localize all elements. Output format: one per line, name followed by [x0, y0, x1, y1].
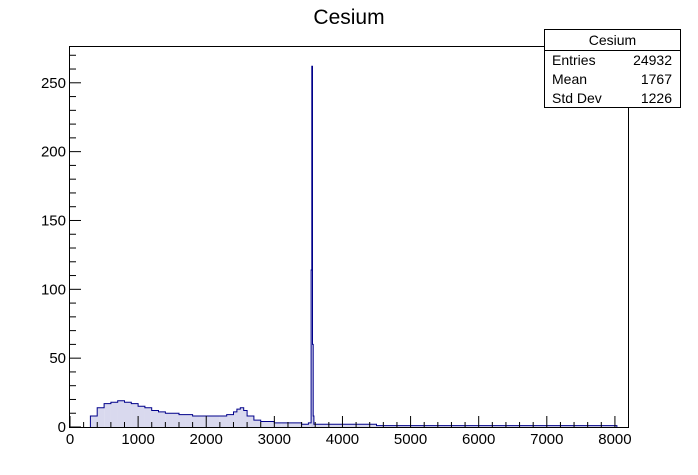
x-tick-label: 8000 — [598, 431, 631, 448]
y-tick-label: 0 — [58, 419, 66, 436]
histogram-bin — [478, 425, 513, 427]
histogram-bin — [444, 425, 479, 427]
stats-label: Entries — [552, 52, 596, 68]
histogram-bin — [311, 270, 313, 427]
plot-frame — [69, 46, 629, 428]
histogram-bin — [138, 406, 145, 427]
histogram-bin — [580, 425, 615, 427]
histogram-bin — [313, 416, 315, 427]
histogram-bin — [315, 424, 322, 427]
histogram-bin — [219, 416, 227, 427]
histogram-bin — [322, 424, 329, 427]
stats-row-stddev: Std Dev 1226 — [545, 89, 680, 108]
histogram-bin — [206, 416, 213, 427]
histogram-bin — [376, 425, 411, 427]
stats-box: Cesium Entries 24932 Mean 1767 Std Dev 1… — [544, 29, 681, 108]
histogram-bin — [253, 420, 261, 427]
histogram-bin — [213, 416, 220, 427]
stats-row-mean: Mean 1767 — [545, 70, 680, 89]
stats-value: 1767 — [640, 71, 672, 87]
histogram-bin — [335, 424, 343, 427]
x-tick-label: 3000 — [258, 431, 291, 448]
histogram-bin — [144, 407, 152, 427]
histogram-bin — [185, 414, 193, 427]
histogram-bin — [288, 422, 295, 427]
histogram-bin — [124, 402, 132, 427]
stats-value: 1226 — [640, 90, 672, 106]
histogram-bin — [294, 422, 302, 427]
x-tick-label: 7000 — [530, 431, 563, 448]
histogram-bin — [97, 407, 104, 427]
stats-row-entries: Entries 24932 — [545, 51, 680, 70]
x-tick-label: 1000 — [121, 431, 154, 448]
y-tick-label: 250 — [41, 75, 66, 92]
histogram-bin — [172, 413, 179, 427]
y-axis-ticks: 0 50 100 150 200 250 — [41, 54, 81, 436]
histogram-bin — [131, 403, 139, 427]
y-tick-label: 150 — [41, 212, 66, 229]
x-tick-label: 0 — [66, 431, 74, 448]
stats-label: Mean — [552, 71, 588, 87]
histogram-bin — [158, 411, 166, 427]
histogram-bin — [312, 344, 314, 427]
histogram-bin — [342, 424, 377, 427]
histogram-bin — [151, 410, 159, 427]
histogram-bin — [236, 409, 241, 427]
x-tick-label: 6000 — [462, 431, 495, 448]
histogram-bin — [546, 425, 581, 427]
histogram-bin — [179, 414, 186, 427]
histogram-bin — [104, 403, 111, 427]
histogram-bin — [301, 424, 309, 427]
histogram-bin — [410, 425, 445, 427]
histogram-bin — [260, 421, 268, 427]
y-tick-label: 100 — [41, 281, 66, 298]
histogram-bin — [226, 414, 234, 427]
histogram-bin — [328, 424, 336, 427]
histogram-bin — [110, 402, 118, 427]
histogram-bin — [233, 411, 237, 427]
stats-label: Std Dev — [552, 90, 602, 106]
histogram-bin — [281, 422, 288, 427]
histogram-bin — [90, 416, 98, 427]
histogram-bin — [313, 424, 316, 427]
x-tick-label: 2000 — [190, 431, 223, 448]
stats-box-title: Cesium — [545, 30, 680, 51]
histogram-bin — [192, 416, 200, 427]
x-axis-ticks: 0 1000 2000 3000 4000 5000 6000 7000 8000 — [66, 416, 632, 448]
histogram-bin — [274, 422, 282, 427]
histogram-bin — [247, 416, 254, 427]
x-tick-label: 5000 — [394, 431, 427, 448]
histogram-bin — [308, 422, 312, 427]
chart-title: Cesium — [313, 6, 384, 29]
stats-value: 24932 — [633, 52, 672, 68]
y-tick-label: 50 — [49, 350, 66, 367]
histogram-bin — [267, 421, 275, 427]
histogram-bin — [243, 410, 248, 427]
histogram-bin — [614, 425, 617, 427]
histogram-series — [89, 65, 618, 427]
histogram-bin — [311, 66, 313, 428]
histogram-bin — [165, 413, 173, 427]
x-tick-label: 4000 — [326, 431, 359, 448]
y-tick-label: 200 — [41, 144, 66, 161]
histogram-bin — [512, 425, 547, 427]
histogram-bin — [199, 416, 207, 427]
histogram-bin — [117, 400, 125, 427]
histogram-bars — [89, 65, 618, 428]
histogram-bin — [240, 407, 244, 427]
